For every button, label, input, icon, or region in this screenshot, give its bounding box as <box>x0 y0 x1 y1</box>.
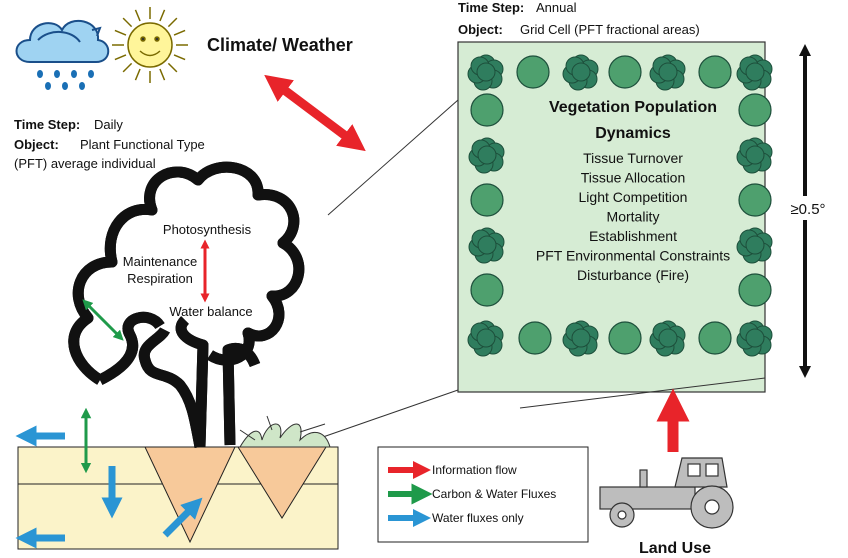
time-step-label: Time Step: <box>458 0 524 15</box>
plant <box>470 273 504 307</box>
plant <box>698 321 732 355</box>
process-label: Tissue Allocation <box>581 170 686 186</box>
cell-title: Vegetation Population <box>549 99 717 116</box>
process-label: Mortality <box>607 209 660 225</box>
process-label: Maintenance <box>123 254 197 269</box>
sun-ray <box>122 62 133 73</box>
bush <box>562 54 599 91</box>
plant <box>608 321 642 355</box>
bush-lobe <box>571 328 591 348</box>
sun-ray <box>122 17 133 28</box>
plant <box>518 321 552 355</box>
sun-ray <box>114 54 127 61</box>
plant <box>698 55 732 89</box>
land-use-label: Land Use <box>639 540 711 557</box>
carbon-water-arrow <box>82 299 124 341</box>
object-label: Object: <box>14 137 59 152</box>
object: Grid Cell (PFT fractional areas) <box>520 22 700 37</box>
object-label: Object: <box>458 22 503 37</box>
bush-lobe <box>477 235 497 255</box>
bush-lobe <box>571 62 591 82</box>
bush-lobe <box>476 62 496 82</box>
process-label: Water balance <box>169 304 252 319</box>
sun-ray <box>114 29 127 36</box>
tractor-icon <box>599 457 734 529</box>
bush-lobe <box>658 62 678 82</box>
process-label: Establishment <box>589 228 677 244</box>
object: (PFT) average individual <box>14 156 156 171</box>
bush-lobe <box>745 328 765 348</box>
bush <box>736 54 773 91</box>
scale-bg <box>782 196 832 220</box>
zoom-line <box>519 377 766 409</box>
cloud-icon <box>15 20 110 90</box>
grass <box>239 415 331 448</box>
info-arrow <box>264 74 366 152</box>
sun-ray <box>134 9 141 22</box>
plant <box>516 55 550 89</box>
sun-ray <box>173 29 186 36</box>
plant <box>470 183 504 217</box>
bush-lobe <box>745 235 765 255</box>
bush-lobe <box>745 62 765 82</box>
bush <box>562 320 599 357</box>
tree <box>74 167 299 447</box>
process-label: Photosynthesis <box>163 222 252 237</box>
bush-lobe <box>745 145 765 165</box>
bush <box>468 227 505 264</box>
root-zone <box>144 446 236 544</box>
plant-ring <box>467 54 773 357</box>
bush-lobe <box>476 328 496 348</box>
bush <box>467 320 504 357</box>
bush <box>649 54 686 91</box>
legend-label: Information flow <box>432 463 517 477</box>
bush-lobe <box>658 328 678 348</box>
legend-label: Carbon & Water Fluxes <box>432 487 556 501</box>
bush <box>736 227 773 264</box>
zoom-line <box>327 99 459 216</box>
legend-label: Water fluxes only <box>432 511 524 525</box>
bush-lobe <box>477 145 497 165</box>
sun-ray <box>159 68 166 81</box>
bush <box>468 137 505 174</box>
zoom-line <box>299 389 459 446</box>
object: Plant Functional Type <box>80 137 205 152</box>
time-step-label: Time Step: <box>14 117 80 132</box>
bush <box>736 320 773 357</box>
bush <box>649 320 686 357</box>
plant <box>738 183 772 217</box>
bush <box>736 137 773 174</box>
sun-ray <box>167 62 178 73</box>
plant <box>738 273 772 307</box>
plant <box>738 93 772 127</box>
process-label: Disturbance (Fire) <box>577 267 689 283</box>
climate-label: Climate/ Weather <box>207 35 353 55</box>
sun-ray <box>134 68 141 81</box>
process-label: PFT Environmental Constraints <box>536 248 730 264</box>
process-label: Light Competition <box>579 189 688 205</box>
sun-icon <box>112 7 188 83</box>
sun-ray <box>167 17 178 28</box>
time-step: Daily <box>94 117 123 132</box>
water-arrow <box>162 497 203 538</box>
plant <box>608 55 642 89</box>
time-step: Annual <box>536 0 577 15</box>
cell-title: Dynamics <box>595 125 671 142</box>
plant <box>470 93 504 127</box>
sun-ray <box>159 9 166 22</box>
process-label: Tissue Turnover <box>583 150 683 166</box>
scale-label: ≥0.5° <box>790 201 825 218</box>
bush <box>467 54 504 91</box>
process-label: Respiration <box>127 271 193 286</box>
sun-ray <box>173 54 186 61</box>
